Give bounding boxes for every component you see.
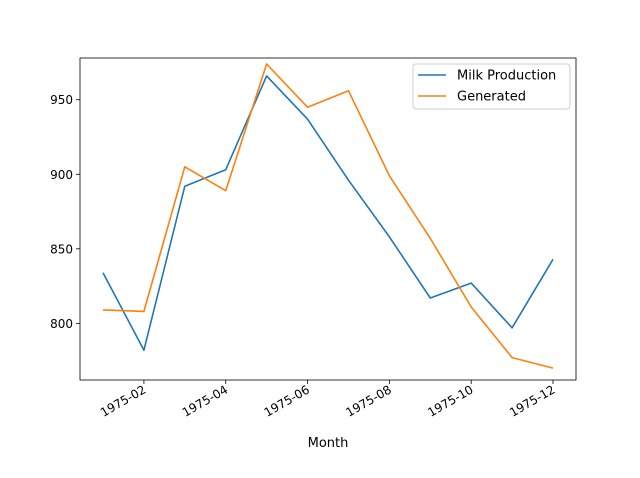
y-tick-label: 800 bbox=[50, 317, 73, 331]
x-tick-label: 1975-10 bbox=[425, 382, 475, 419]
legend-label-0: Milk Production bbox=[457, 69, 556, 84]
x-tick-label: 1975-04 bbox=[180, 382, 230, 419]
x-axis: 1975-02 1975-04 1975-06 1975-08 1975-10 1975-… bbox=[98, 380, 558, 420]
legend: Milk Production Generated bbox=[412, 63, 571, 110]
series-line-1 bbox=[102, 63, 554, 369]
y-axis: 800 850 900 950 bbox=[50, 93, 80, 331]
series-line-0 bbox=[102, 75, 554, 352]
y-tick-label: 850 bbox=[50, 242, 73, 256]
x-tick-label: 1975-06 bbox=[262, 382, 312, 419]
x-tick-label: 1975-12 bbox=[507, 382, 557, 419]
legend-box bbox=[412, 63, 571, 110]
series-layer bbox=[102, 63, 554, 369]
y-tick-label: 900 bbox=[50, 168, 73, 182]
x-tick-label: 1975-02 bbox=[98, 382, 148, 419]
plot-area bbox=[79, 57, 577, 381]
legend-label-1: Generated bbox=[457, 90, 526, 105]
x-tick-label: 1975-08 bbox=[343, 382, 393, 419]
y-tick-label: 950 bbox=[50, 93, 73, 107]
x-axis-label: Month bbox=[308, 436, 349, 451]
